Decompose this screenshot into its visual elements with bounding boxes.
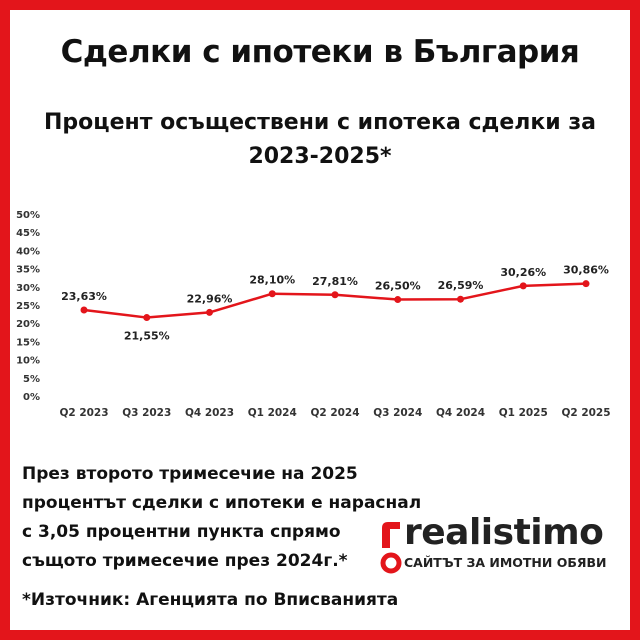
- x-tick-label: Q3 2023: [122, 407, 171, 419]
- data-point: [268, 290, 276, 298]
- data-label: 26,50%: [375, 280, 421, 293]
- data-label: 26,59%: [438, 279, 484, 292]
- x-tick-label: Q1 2025: [499, 407, 548, 419]
- data-point: [457, 295, 464, 303]
- data-label: 28,10%: [249, 274, 295, 287]
- chart-subtitle: Процент осъществени с ипотека сделки за …: [44, 110, 596, 169]
- data-point: [519, 282, 527, 290]
- data-label: 21,55%: [124, 330, 170, 343]
- data-point: [331, 291, 339, 299]
- x-tick-label: Q4 2024: [436, 407, 485, 419]
- data-label: 30,26%: [500, 266, 546, 279]
- x-tick-label: Q2 2023: [59, 407, 108, 419]
- x-tick-label: Q2 2025: [561, 407, 610, 419]
- series-line: [83, 282, 587, 319]
- x-tick-label: Q1 2024: [248, 407, 297, 419]
- logo-mark-icon: [380, 522, 402, 574]
- y-tick-label: 5%: [23, 374, 40, 385]
- note-line: същото тримесечие през 2024г.*: [22, 551, 348, 571]
- note-line: процентът сделки с ипотеки е нараснал: [22, 493, 422, 513]
- line-chart: 0% 5% 10% 15% 20% 25% 30% 35% 40% 45% 50% Q2 2023 Q3…: [16, 210, 611, 419]
- x-tick-label: Q2 2024: [310, 407, 359, 419]
- note-line: През второто тримесечие на 2025: [22, 464, 358, 484]
- data-label: 30,86%: [563, 264, 609, 277]
- y-tick-label: 40%: [16, 246, 40, 257]
- data-label: 23,63%: [61, 290, 107, 303]
- y-tick-label: 45%: [16, 228, 40, 239]
- y-tick-label: 20%: [16, 319, 40, 330]
- logo-wordmark: realistimo: [404, 512, 604, 553]
- data-label: 27,81%: [312, 275, 358, 288]
- page-title: Сделки с ипотеки в България: [60, 34, 580, 70]
- y-tick-label: 25%: [16, 301, 40, 312]
- x-tick-label: Q3 2024: [373, 407, 422, 419]
- y-tick-label: 10%: [16, 356, 40, 367]
- y-tick-label: 35%: [16, 265, 40, 276]
- logo-tagline: САЙТЪТ ЗА ИМОТНИ ОБЯВИ: [404, 555, 607, 570]
- realistimo-logo[interactable]: realistimo САЙТЪТ ЗА ИМОТНИ ОБЯВИ: [378, 512, 618, 578]
- y-tick-label: 30%: [16, 283, 40, 294]
- x-tick-label: Q4 2023: [185, 407, 234, 419]
- y-tick-label: 15%: [16, 337, 40, 348]
- data-label: 22,96%: [187, 292, 233, 305]
- data-point: [80, 306, 88, 314]
- data-point: [143, 314, 151, 322]
- y-tick-label: 0%: [23, 392, 40, 403]
- data-point: [206, 308, 213, 316]
- summary-note: През второто тримесечие на 2025 процентъ…: [22, 460, 492, 576]
- y-tick-label: 50%: [16, 210, 40, 221]
- data-point: [582, 280, 590, 288]
- note-line: с 3,05 процентни пункта спрямо: [22, 522, 341, 542]
- data-point: [394, 296, 402, 304]
- source-note: *Източник: Агенцията по Вписванията: [22, 590, 399, 610]
